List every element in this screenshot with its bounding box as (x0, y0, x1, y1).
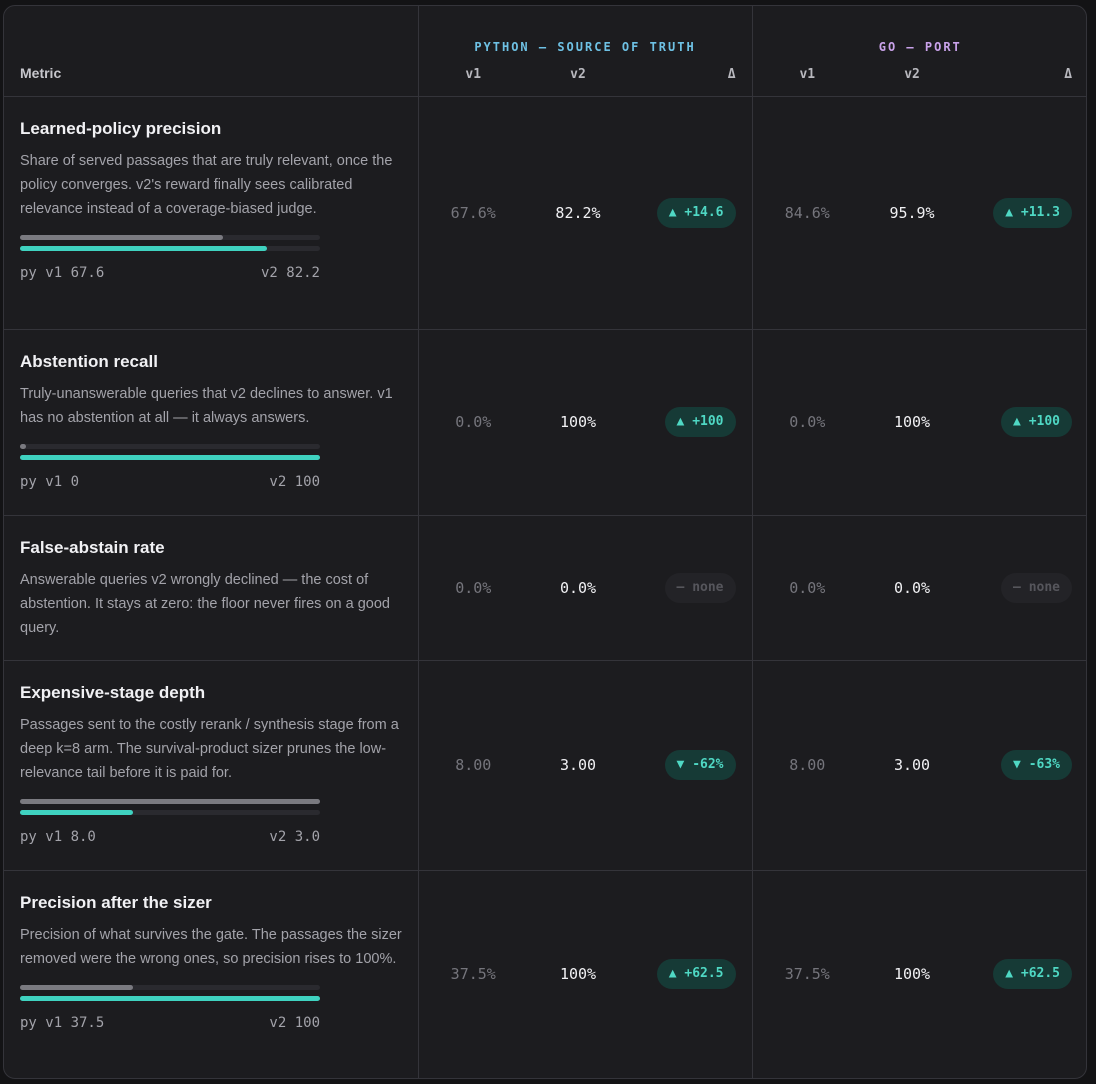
go-v1-value: 84.6% (751, 96, 863, 330)
table-row: Expensive-stage depth Passages sent to t… (4, 660, 1086, 871)
bar-fill-v2 (20, 454, 320, 460)
metric-title: False-abstain rate (20, 537, 165, 557)
python-group-header: PYTHON — SOURCE OF TRUTH (417, 6, 753, 54)
go-v2-value: 100% (862, 329, 963, 516)
go-delta-badge: ▲ +100 (1001, 407, 1073, 437)
bar-label-right: v2 3.0 (269, 828, 320, 845)
metric-title: Abstention recall (20, 351, 158, 371)
py-delta-badge: ▲ +100 (664, 407, 736, 437)
bar-fill-v1 (20, 234, 223, 240)
go-v2-header: v2 (862, 54, 963, 97)
py-v2-value: 82.2% (528, 96, 628, 330)
py-v2-value: 0.0% (528, 515, 628, 661)
bar-track-v2 (20, 454, 320, 460)
bar-fill-v2 (20, 809, 133, 815)
bar-label-left: py v1 8.0 (20, 828, 96, 845)
table-row: Learned-policy precision Share of served… (4, 96, 1086, 330)
bar-track-v1 (20, 234, 320, 240)
go-v1-value: 0.0% (751, 515, 863, 661)
metric-title: Learned-policy precision (20, 118, 222, 138)
bar-track-v2 (20, 245, 320, 251)
metric-column-header: Metric (4, 6, 418, 97)
table-row: Precision after the sizer Precision of w… (4, 870, 1086, 1078)
py-v1-value: 8.00 (417, 660, 528, 871)
py-delta-badge: ▲ +14.6 (656, 197, 736, 228)
go-group-header: GO — PORT (751, 6, 1086, 54)
bar-track-v1 (20, 798, 320, 804)
bar-fill-v1 (20, 798, 320, 804)
bar-fill-v2 (20, 995, 320, 1001)
comparison-bars: py v1 37.5 v2 100 (20, 984, 320, 1031)
metric-description: Truly-unanswerable queries that v2 decli… (20, 385, 393, 426)
py-v2-value: 100% (528, 329, 628, 516)
go-delta-badge: – none (1001, 572, 1073, 603)
go-delta-badge: ▲ +62.5 (993, 959, 1073, 990)
go-v1-value: 0.0% (751, 329, 863, 516)
py-v2-header: v2 (528, 54, 628, 97)
py-delta-badge: – none (664, 572, 736, 603)
go-delta-badge: ▼ -63% (1001, 750, 1073, 780)
go-v1-value: 37.5% (751, 870, 863, 1078)
metric-description: Answerable queries v2 wrongly declined —… (20, 571, 390, 636)
go-v2-value: 100% (893, 965, 931, 984)
bar-track-v2 (20, 995, 320, 1001)
bar-label-left: py v1 0 (20, 473, 80, 490)
comparison-bars: py v1 8.0 v2 3.0 (20, 798, 320, 845)
go-v2-value: 95.9% (862, 96, 963, 330)
py-v1-value: 67.6% (417, 96, 528, 330)
bar-track-v2 (20, 809, 320, 815)
go-v1-header: v1 (751, 54, 863, 97)
bar-track-v1 (20, 443, 320, 449)
py-delta-header: Δ (628, 54, 753, 97)
go-v2-value: 3.00 (862, 660, 963, 871)
comparison-bars: py v1 67.6 v2 82.2 (20, 234, 320, 281)
py-v1-value: 37.5% (417, 870, 528, 1078)
metric-cell: False-abstain rate Answerable queries v2… (4, 515, 418, 661)
metric-cell: Abstention recall Truly-unanswerable que… (4, 329, 418, 516)
metrics-table: Metric PYTHON — SOURCE OF TRUTH GO — POR… (4, 6, 1086, 1078)
bar-fill-v1 (20, 443, 26, 449)
bar-label-left: py v1 37.5 (20, 1014, 105, 1031)
metric-description: Passages sent to the costly rerank / syn… (20, 716, 399, 781)
bar-track-v1 (20, 984, 320, 990)
metric-cell: Precision after the sizer Precision of w… (4, 870, 418, 1078)
py-v2-value: 3.00 (528, 660, 628, 871)
metric-description: Precision of what survives the gate. The… (20, 926, 402, 967)
py-v2-value: 100% (559, 965, 597, 984)
comparison-bars: py v1 0 v2 100 (20, 443, 320, 490)
bar-label-left: py v1 67.6 (20, 264, 105, 281)
metrics-comparison-card: Metric PYTHON — SOURCE OF TRUTH GO — POR… (3, 5, 1087, 1079)
bar-label-right: v2 100 (269, 1014, 320, 1031)
bar-label-right: v2 82.2 (260, 264, 320, 281)
metric-title: Expensive-stage depth (20, 682, 206, 702)
py-delta-badge: ▲ +62.5 (656, 959, 736, 990)
metric-title: Precision after the sizer (20, 892, 212, 912)
metric-cell: Learned-policy precision Share of served… (4, 96, 418, 330)
go-delta-badge: ▲ +11.3 (993, 197, 1073, 228)
bar-fill-v2 (20, 245, 267, 251)
py-v1-value: 0.0% (417, 329, 528, 516)
metric-description: Share of served passages that are truly … (20, 152, 393, 217)
go-delta-header: Δ (962, 54, 1086, 97)
bar-fill-v1 (20, 984, 133, 990)
py-v1-value: 0.0% (417, 515, 528, 661)
py-v1-header: v1 (417, 54, 528, 97)
go-v2-value: 0.0% (862, 515, 963, 661)
bar-label-right: v2 100 (269, 473, 320, 490)
go-v1-value: 8.00 (751, 660, 863, 871)
table-row: False-abstain rate Answerable queries v2… (4, 515, 1086, 661)
py-delta-badge: ▼ -62% (664, 750, 736, 780)
table-row: Abstention recall Truly-unanswerable que… (4, 329, 1086, 516)
metric-cell: Expensive-stage depth Passages sent to t… (4, 660, 418, 871)
